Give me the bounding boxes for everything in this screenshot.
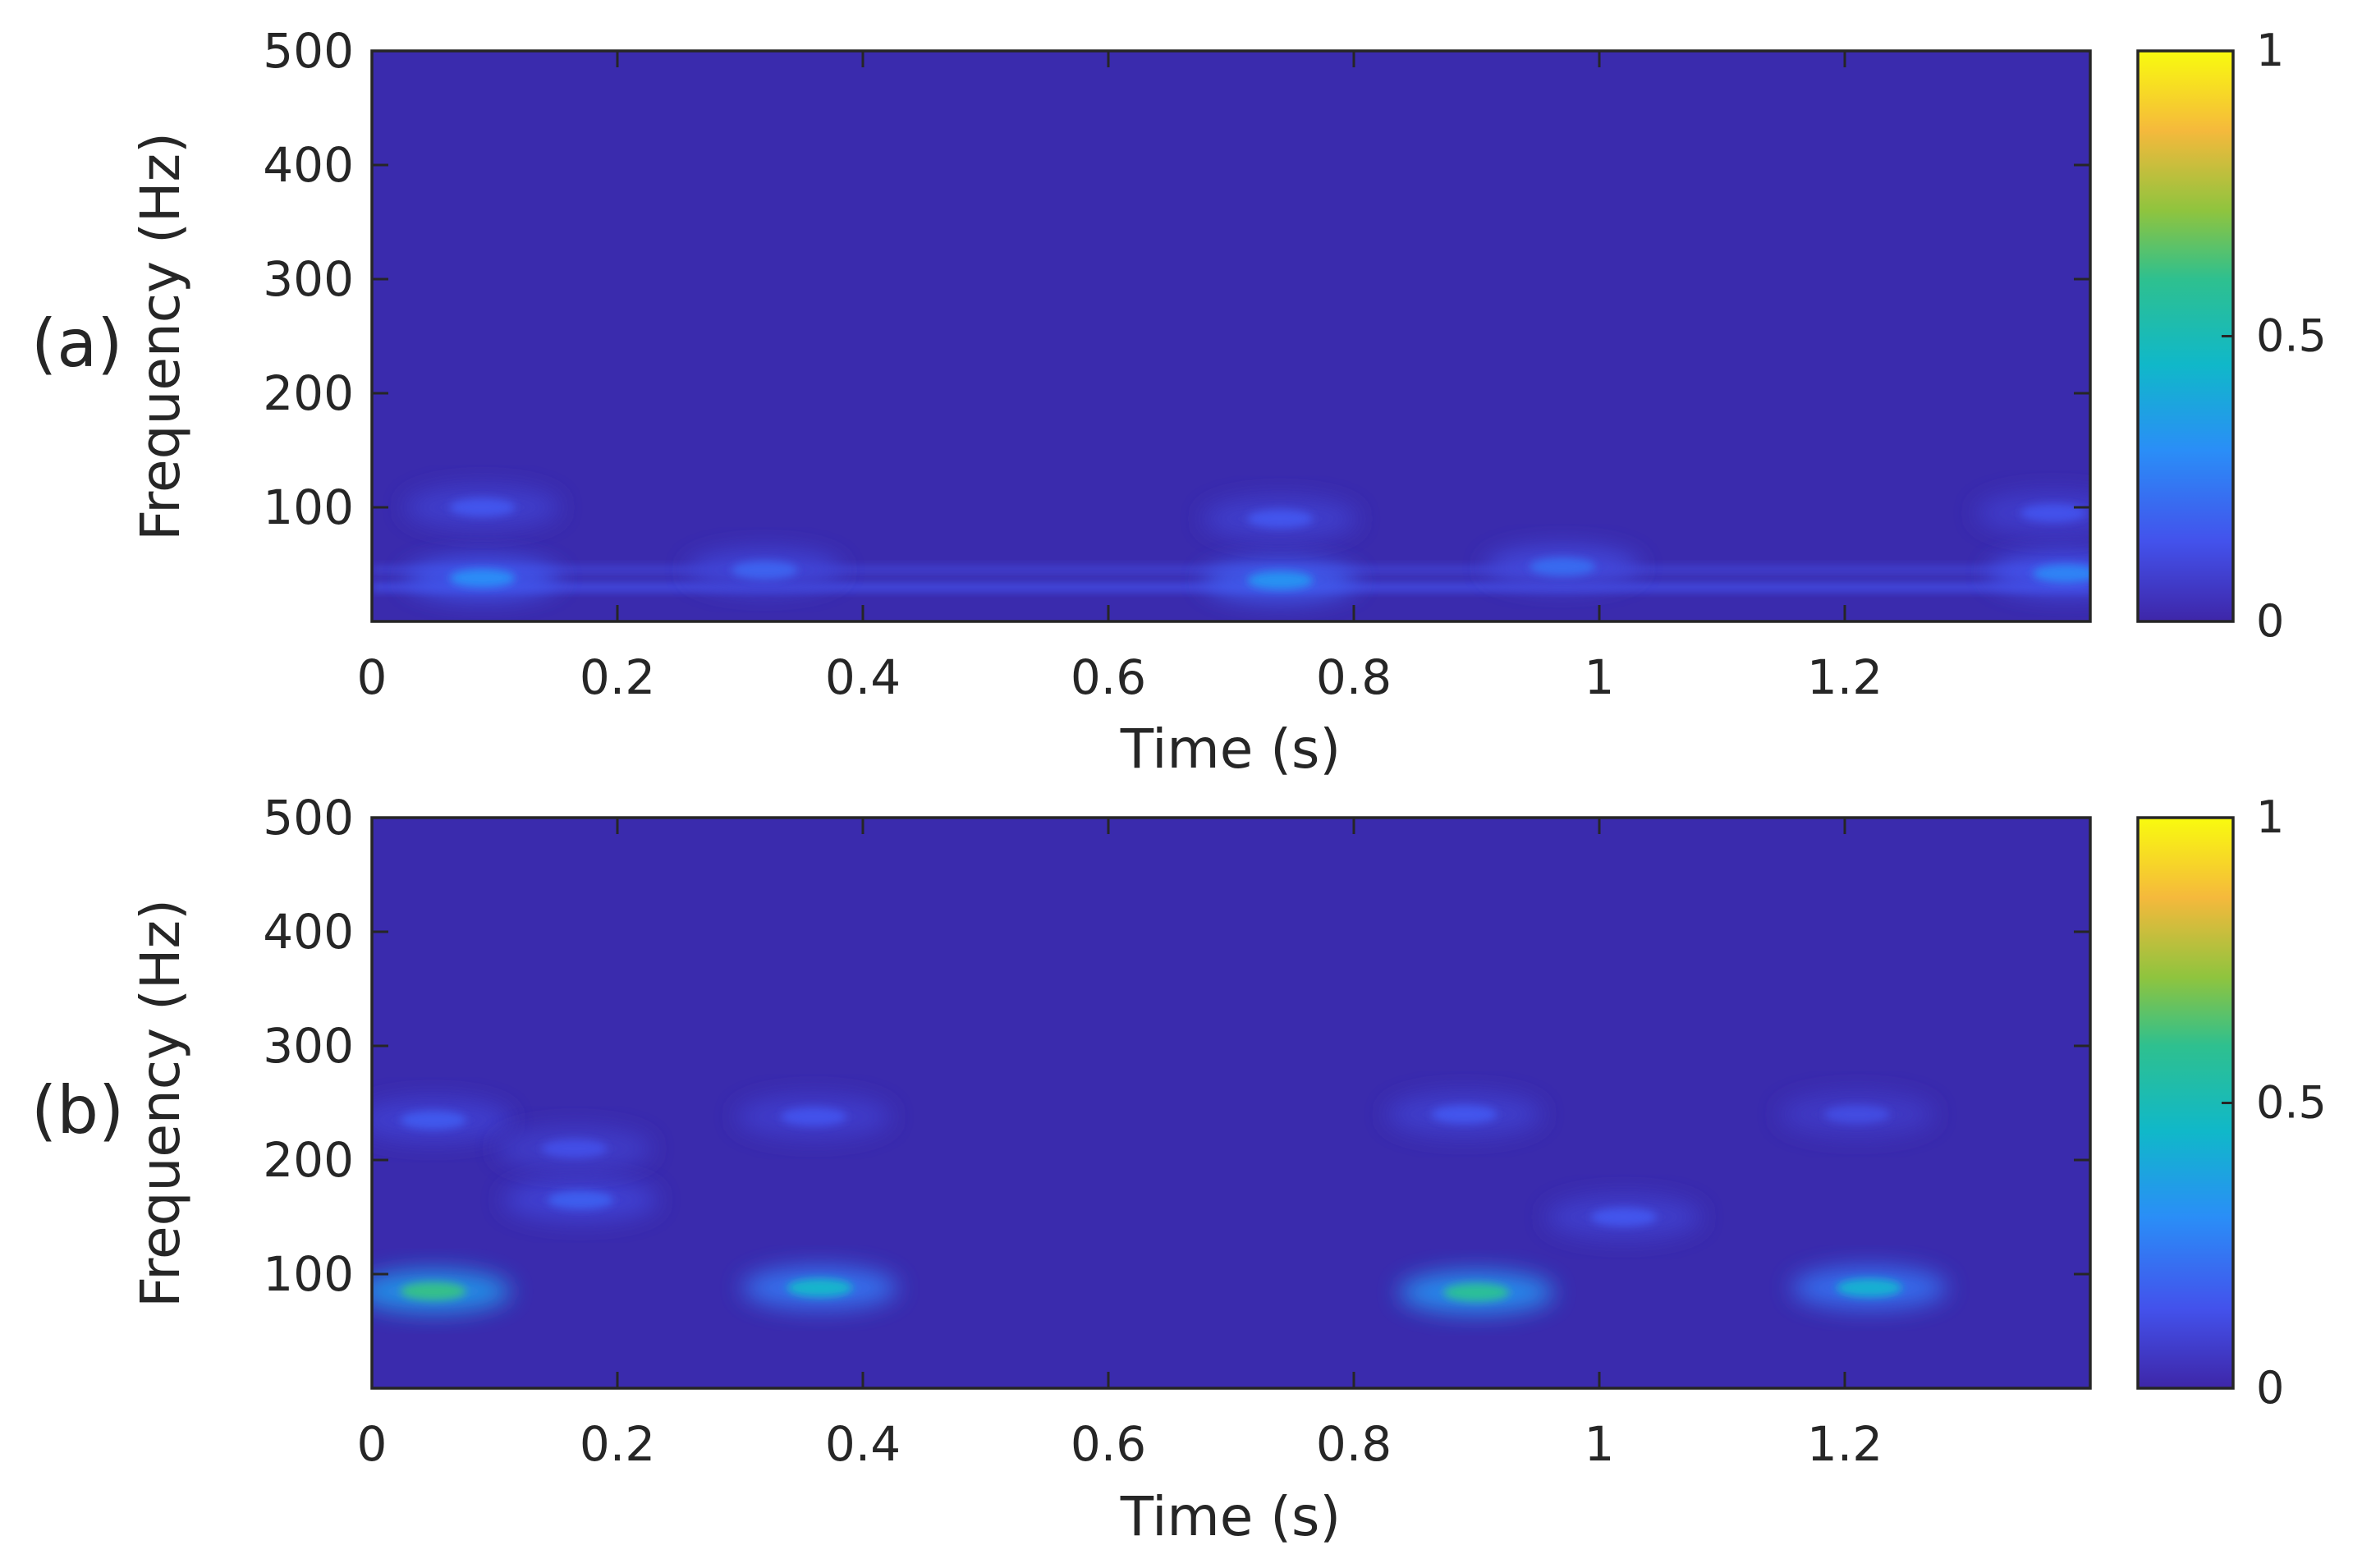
x-tick-label: 1 xyxy=(1585,1416,1615,1472)
y-tick-label: 500 xyxy=(263,790,354,846)
axis-ticks-a: 0 0.2 0.4 0.6 0.8 1 1.2 100 200 300 400 500 xyxy=(263,23,2090,705)
panel-label-a: (a) xyxy=(31,305,122,382)
x-tick-label: 1 xyxy=(1585,649,1615,705)
heatmap-hotspot xyxy=(1975,491,2090,534)
y-axis-label-a: Frequency (Hz) xyxy=(129,132,192,541)
colorbar-tick-label: 0.5 xyxy=(2256,310,2327,362)
heatmap-hotspot xyxy=(1386,1093,1543,1136)
heatmap-hotspot xyxy=(1778,1093,1935,1136)
plot-frame-a xyxy=(370,49,2092,623)
heatmap-hotspot xyxy=(1398,1271,1555,1314)
colorbar-ticks-a: 00.51 xyxy=(2222,25,2327,647)
plot-background-a xyxy=(372,51,2090,621)
x-tick-label: 0.2 xyxy=(580,1416,655,1472)
heatmap-hotspot xyxy=(1988,552,2090,595)
x-tick-label: 0.6 xyxy=(1071,1416,1146,1472)
heatmap-hotspot xyxy=(404,557,561,600)
x-tick-label: 0.2 xyxy=(580,649,655,705)
x-tick-label: 0.8 xyxy=(1316,649,1392,705)
y-tick-label: 500 xyxy=(263,23,354,79)
y-tick-label: 400 xyxy=(263,137,354,193)
heatmap-marks-a xyxy=(372,486,2090,602)
panel-label-b: (b) xyxy=(31,1072,124,1148)
heatmap-hotspot xyxy=(496,1127,653,1171)
x-tick-label: 1.2 xyxy=(1807,649,1883,705)
x-tick-label: 0.4 xyxy=(825,649,901,705)
heatmap-hotspot xyxy=(1791,1266,1947,1309)
x-tick-label: 0.6 xyxy=(1071,649,1146,705)
x-tick-label: 0.8 xyxy=(1316,1416,1392,1472)
y-tick-label: 200 xyxy=(263,1132,354,1188)
colorbar-tick-label: 0.5 xyxy=(2256,1077,2327,1129)
heatmap-hotspot xyxy=(372,1269,511,1313)
heatmap-marks-b xyxy=(372,1093,1947,1314)
y-tick-label: 100 xyxy=(263,479,354,535)
y-tick-label: 300 xyxy=(263,1018,354,1074)
y-tick-label: 400 xyxy=(263,904,354,960)
x-axis-label-a: Time (s) xyxy=(1120,718,1341,781)
panel-b: (b) Frequency (Hz) 0 0.2 0.4 0.6 0.8 1 1.2 100 2… xyxy=(31,790,2327,1548)
x-tick-label: 1.2 xyxy=(1807,1416,1883,1472)
heatmap-hotspot xyxy=(1545,1195,1702,1239)
colorbar-tick-label: 1 xyxy=(2256,791,2284,843)
axis-ticks-b: 0 0.2 0.4 0.6 0.8 1 1.2 100 200 300 400 500 xyxy=(263,790,2090,1472)
heatmap-hotspot xyxy=(1202,497,1359,540)
colorbar-a xyxy=(2136,49,2235,623)
heatmap-hotspot xyxy=(1202,558,1359,602)
x-tick-label: 0 xyxy=(357,1416,388,1472)
y-axis-label-b: Frequency (Hz) xyxy=(129,899,192,1308)
heatmap-hotspot xyxy=(1484,545,1641,589)
y-tick-label: 200 xyxy=(263,365,354,421)
heatmap-hotspot xyxy=(736,1095,892,1139)
heatmap-hotspot xyxy=(741,1266,898,1309)
heatmap-hotspot xyxy=(686,548,843,592)
heatmap-hotspot xyxy=(404,486,561,529)
heatmap-hotspot xyxy=(372,1098,511,1142)
x-tick-label: 0 xyxy=(357,649,388,705)
colorbar-tick-label: 0 xyxy=(2256,1362,2284,1414)
plot-frame-b xyxy=(370,816,2092,1390)
colorbar-tick-label: 1 xyxy=(2256,25,2284,76)
x-tick-label: 0.4 xyxy=(825,1416,901,1472)
colorbar-b xyxy=(2136,816,2235,1390)
y-tick-label: 100 xyxy=(263,1246,354,1302)
colorbar-tick-label: 0 xyxy=(2256,595,2284,647)
x-axis-label-b: Time (s) xyxy=(1120,1485,1341,1548)
y-tick-label: 300 xyxy=(263,251,354,307)
heatmap-hotspot xyxy=(502,1178,659,1222)
colorbar-ticks-b: 00.51 xyxy=(2222,791,2327,1414)
panel-a: (a) Frequency (Hz) 0 0.2 0.4 0.6 0.8 1 1.2 100 2… xyxy=(31,23,2327,781)
